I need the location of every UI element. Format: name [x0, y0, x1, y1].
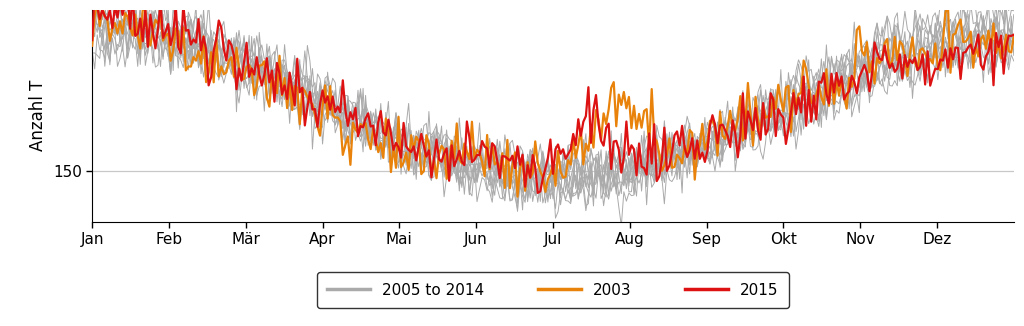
Y-axis label: Anzahl T: Anzahl T [30, 80, 47, 151]
Legend: 2005 to 2014, 2003, 2015: 2005 to 2014, 2003, 2015 [316, 272, 790, 308]
